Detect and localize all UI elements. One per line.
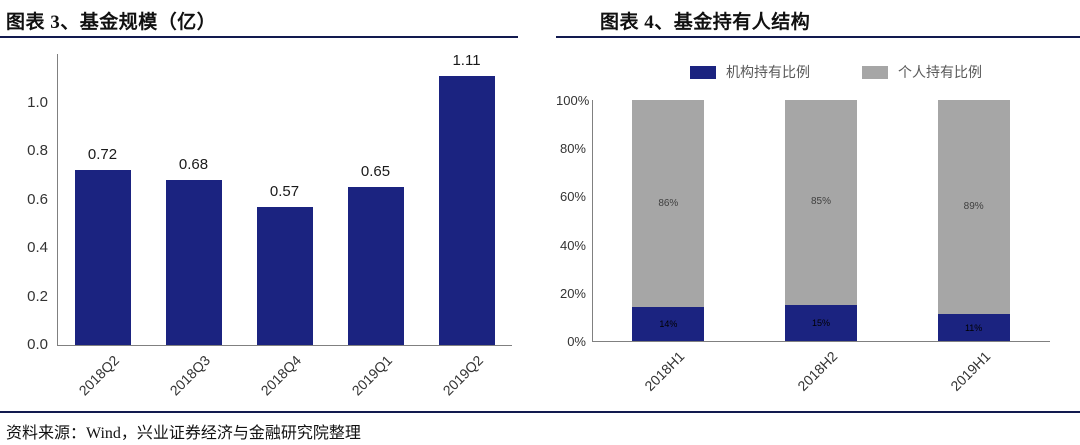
legend-item-institutional: 机构持有比例 [690,62,810,82]
y-tick-label: 100% [556,93,590,108]
x-axis-label: 2018H2 [794,348,841,394]
x-axis-line [57,345,512,346]
segment-2018H2-institutional [785,304,857,341]
y-tick-label: 60% [559,189,586,205]
bar-2018Q2 [74,170,131,345]
segment-2018H1-institutional [632,307,705,341]
left-title-rule [0,36,518,38]
x-axis-label: 2018Q4 [257,352,304,399]
right-chart-title: 图表 4、基金持有人结构 [600,12,811,33]
bar-value-label: 0.65 [360,163,391,181]
bar-value-label: 0.72 [87,146,118,164]
y-tick-label: 80% [559,141,586,157]
left-chart-title: 图表 3、基金规模（亿） [6,12,217,33]
x-axis-line [592,341,1050,342]
y-axis-line [57,54,58,345]
y-tick-label: 0.4 [27,239,48,256]
chart-holder-structure: 图表 4、基金持有人结构 机构持有比例 个人持有比例 0% 20% 40% 60% 80… [556,0,1080,445]
bar-2019Q2 [438,75,495,345]
legend-swatch-individual [862,65,888,79]
x-axis-label: 2019H1 [946,348,993,394]
x-axis-label: 2018Q2 [75,352,122,399]
segment-2019H1-institutional [937,314,1010,341]
bar-value-label: 0.57 [269,182,300,200]
x-axis-label: 2018H1 [641,348,688,394]
segment-label: 85% [810,196,831,208]
y-tick-label: 40% [559,237,586,253]
source-note: 资料来源：Wind，兴业证券经济与金融研究院整理 [6,425,361,442]
legend-item-individual: 个人持有比例 [862,62,982,82]
y-tick-label: 20% [559,285,586,301]
y-axis-line [592,100,593,341]
segment-label: 11% [964,322,983,333]
y-tick-label: 0.2 [27,287,48,305]
x-axis-label: 2018Q3 [166,352,213,399]
bar-value-label: 0.68 [178,156,209,174]
bar-2018Q3 [165,180,222,345]
fund-size-plot: 0.0 0.2 0.4 0.6 0.8 1.0 0.72 2018Q2 0.68 2018Q3 0.… [0,0,530,445]
segment-2019H1-individual [937,100,1010,315]
segment-label: 89% [963,201,984,213]
bar-2019Q1 [347,187,404,345]
bar-value-label: 1.11 [452,51,481,69]
x-axis-label: 2019Q1 [348,352,395,399]
legend: 机构持有比例 个人持有比例 [592,62,1080,82]
chart-fund-size: 图表 3、基金规模（亿） 0.0 0.2 0.4 0.6 0.8 1.0 0.72 2018Q… [0,0,530,445]
right-title-rule [556,36,1080,38]
segment-2018H1-individual [632,100,705,308]
holder-structure-plot: 0% 20% 40% 60% 80% 100% 14% 86% 2018H1 15% 85% 2018… [556,0,1080,445]
legend-swatch-institutional [690,65,716,79]
segment-label: 15% [811,317,830,328]
y-tick-label: 0% [567,334,586,349]
segment-2018H2-individual [785,100,857,305]
segment-label: 14% [659,319,678,330]
y-tick-label: 0.8 [27,142,48,159]
x-axis-label: 2019Q2 [439,352,486,399]
legend-label-individual: 个人持有比例 [898,64,982,80]
y-tick-label: 1.0 [27,93,48,111]
y-tick-label: 0.0 [27,336,48,353]
footer-rule [0,411,1080,413]
bar-2018Q4 [256,206,313,345]
legend-label-institutional: 机构持有比例 [726,64,810,80]
segment-label: 86% [658,197,679,209]
y-tick-label: 0.6 [27,190,48,208]
